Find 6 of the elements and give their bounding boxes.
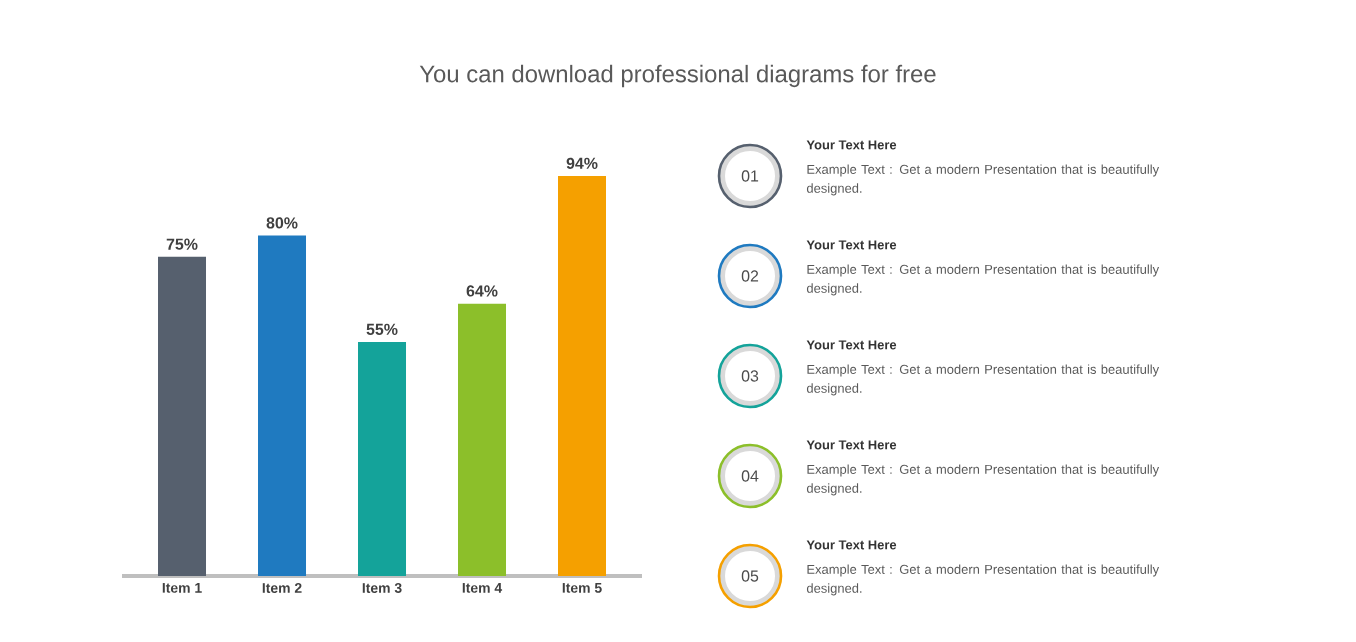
chart-subtitle: You can download professional diagrams for free — [419, 64, 936, 88]
bar — [458, 303, 507, 576]
bar — [558, 175, 606, 576]
bar — [358, 341, 407, 576]
bar — [258, 235, 307, 576]
bar — [158, 256, 207, 576]
